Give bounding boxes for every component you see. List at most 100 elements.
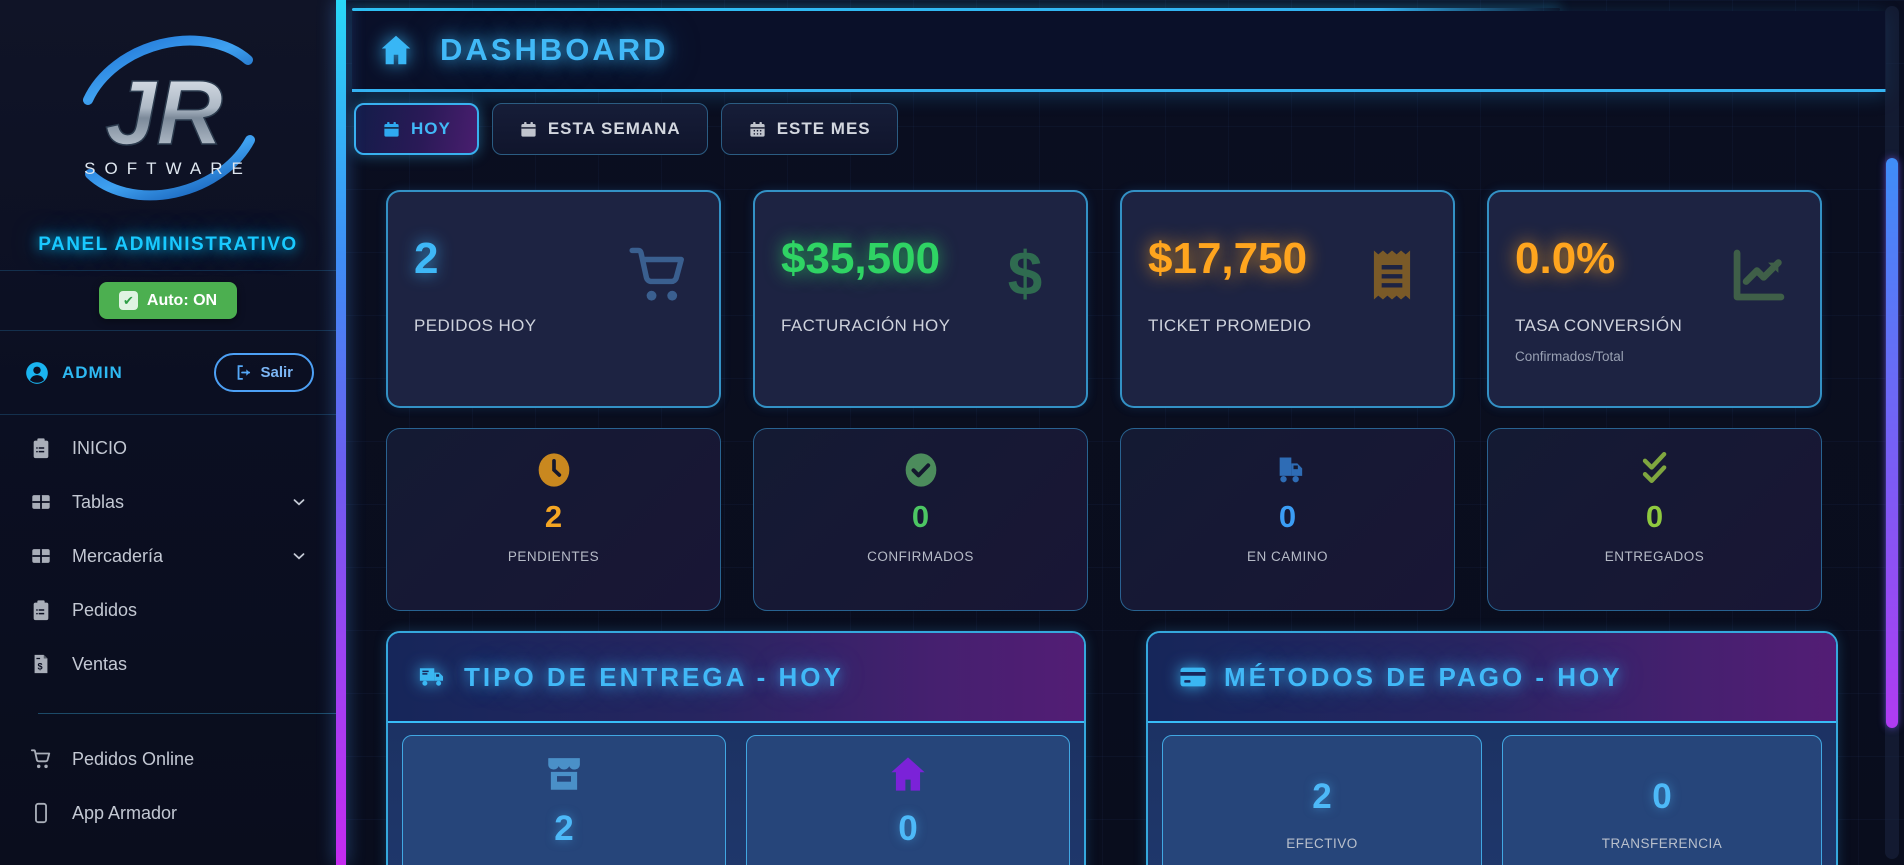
svg-text:$: $ — [38, 662, 43, 672]
payment-method-label: EFECTIVO — [1286, 836, 1358, 851]
tab-esta-semana[interactable]: ESTA SEMANA — [491, 103, 708, 155]
tab-label: HOY — [411, 119, 451, 138]
delivery-type-value: 2 — [554, 809, 574, 848]
calendar-icon — [384, 121, 399, 137]
user-circle-icon — [26, 361, 48, 384]
sidebar-item-app-armador[interactable]: App Armador — [0, 786, 336, 840]
period-tabs: HOY ESTA SEMANA ESTE MES — [354, 103, 898, 155]
calendar-icon — [521, 121, 536, 137]
status-card-entregados: 0 ENTREGADOS — [1487, 428, 1822, 611]
stat-value: 2 — [414, 234, 439, 283]
auto-toggle-button[interactable]: ✔ Auto: ON — [98, 282, 238, 319]
panel-tipo-de-entrega: TIPO DE ENTREGA - HOY 2 — [386, 631, 1086, 865]
credit-card-icon — [1180, 667, 1206, 687]
payment-method-card-transferencia: 0 TRANSFERENCIA — [1502, 735, 1822, 865]
stat-label: TASA CONVERSIÓN — [1515, 316, 1683, 335]
clipboard-icon — [33, 600, 49, 621]
sidebar-item-label: App Armador — [72, 802, 178, 823]
status-cards-row: 2 PENDIENTES 0 CONFIRMADOS 0 E — [386, 428, 1822, 611]
stat-value: $17,750 — [1148, 234, 1308, 283]
home-icon — [891, 757, 925, 791]
stat-label: PEDIDOS HOY — [414, 316, 537, 335]
stat-label: TICKET PROMEDIO — [1148, 316, 1312, 335]
divider — [0, 270, 336, 271]
auto-toggle-label: Auto: ON — [146, 291, 218, 309]
panel-body: 2 0 — [388, 723, 1084, 865]
panel-body: 2 EFECTIVO 0 TRANSFERENCIA — [1148, 723, 1836, 865]
stat-value: $35,500 — [781, 234, 941, 283]
delivery-type-card-local: 2 — [402, 735, 726, 865]
sidebar-item-label: Mercadería — [72, 545, 164, 566]
status-value: 0 — [911, 499, 930, 534]
logout-button[interactable]: Salir — [214, 353, 314, 392]
sidebar-item-label: Tablas — [72, 491, 125, 512]
tab-hoy[interactable]: HOY — [354, 103, 479, 155]
payment-method-label: TRANSFERENCIA — [1601, 836, 1723, 851]
double-check-icon — [1642, 452, 1666, 483]
sign-out-icon — [238, 365, 251, 380]
delivery-truck-icon — [419, 668, 443, 686]
scrollbar-thumb[interactable] — [1886, 158, 1898, 728]
panel-header: MÉTODOS DE PAGO - HOY — [1148, 633, 1836, 723]
svg-text:SOFTWARE: SOFTWARE — [84, 159, 252, 178]
payment-method-value: 0 — [1652, 777, 1672, 816]
scrollbar-track[interactable] — [1885, 6, 1899, 859]
chevron-down-icon — [293, 499, 305, 506]
status-card-confirmados: 0 CONFIRMADOS — [753, 428, 1088, 611]
sidebar-item-mercaderia[interactable]: Mercadería — [0, 529, 336, 583]
sales-receipt-icon: $ — [34, 654, 48, 674]
admin-username: ADMIN — [62, 362, 123, 382]
sidebar-item-ventas[interactable]: $ Ventas — [0, 637, 336, 691]
clipboard-icon — [33, 438, 49, 459]
payment-method-value: 2 — [1312, 777, 1332, 816]
status-card-pendientes: 2 PENDIENTES — [386, 428, 721, 611]
status-label: CONFIRMADOS — [867, 549, 974, 564]
clock-icon — [538, 453, 569, 487]
sidebar-item-pedidos[interactable]: Pedidos — [0, 583, 336, 637]
sidebar: JR SOFTWARE PANEL ADMINISTRATIVO ✔ Auto:… — [0, 0, 336, 865]
stat-card-pedidos-hoy: 2 PEDIDOS HOY — [386, 190, 721, 408]
main-content: DASHBOARD HOY ESTA SEMANA — [346, 0, 1904, 865]
jr-software-logo-icon: JR SOFTWARE — [83, 35, 255, 201]
page-header: DASHBOARD — [352, 11, 1886, 92]
checkbox-checked-icon: ✔ — [118, 291, 138, 310]
status-value: 0 — [1645, 499, 1664, 534]
store-icon — [548, 758, 580, 790]
menu-divider — [38, 713, 336, 714]
status-card-en-camino: 0 EN CAMINO — [1120, 428, 1455, 611]
panel-metodos-de-pago: MÉTODOS DE PAGO - HOY 2 EFECTIVO 0 TRANS… — [1146, 631, 1838, 865]
content-top-border — [352, 8, 1560, 11]
sidebar-item-label: Pedidos Online — [72, 748, 195, 769]
sidebar-item-label: Pedidos — [72, 599, 138, 620]
status-label: PENDIENTES — [507, 549, 600, 564]
cart-icon — [629, 247, 684, 301]
sidebar-accent-bar — [336, 0, 346, 865]
cart-icon — [30, 749, 51, 769]
stat-card-facturacion-hoy: $35,500 FACTURACIÓN HOY $ — [753, 190, 1088, 408]
tab-label: ESTA SEMANA — [547, 119, 681, 138]
sidebar-item-tablas[interactable]: Tablas — [0, 475, 336, 529]
sidebar-item-pedidos-online[interactable]: Pedidos Online — [0, 732, 336, 786]
status-label: EN CAMINO — [1246, 549, 1328, 564]
auto-toggle-row: ✔ Auto: ON — [0, 271, 336, 331]
sidebar-item-inicio[interactable]: INICIO — [0, 421, 336, 475]
stat-card-ticket-promedio: $17,750 TICKET PROMEDIO — [1120, 190, 1455, 408]
stat-value: 0.0% — [1515, 234, 1616, 283]
status-value: 0 — [1278, 499, 1297, 534]
dollar-icon: $ — [1007, 240, 1043, 309]
panel-title: PANEL ADMINISTRATIVO — [38, 234, 298, 255]
calendar-grid-icon — [750, 121, 765, 137]
bottom-panels-row: TIPO DE ENTREGA - HOY 2 — [386, 631, 1838, 865]
logout-label: Salir — [260, 364, 293, 381]
chevron-down-icon — [293, 553, 305, 560]
sidebar-item-label: Ventas — [72, 653, 128, 674]
table-icon — [32, 495, 50, 509]
status-value: 2 — [544, 499, 563, 534]
delivery-type-value: 0 — [898, 809, 918, 848]
stat-label: FACTURACIÓN HOY — [781, 316, 951, 335]
sidebar-item-label: INICIO — [72, 437, 128, 458]
truck-icon — [1279, 457, 1302, 483]
panel-title: MÉTODOS DE PAGO - HOY — [1224, 661, 1623, 692]
sidebar-menu: INICIO Tablas Mercadería — [0, 415, 336, 840]
tab-este-mes[interactable]: ESTE MES — [720, 103, 898, 155]
